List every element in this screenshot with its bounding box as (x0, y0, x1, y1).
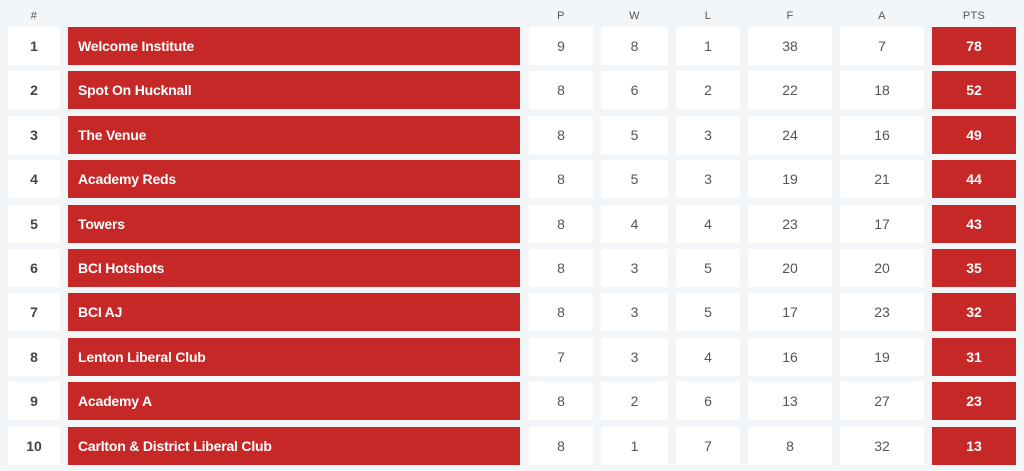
played-cell: 8 (529, 160, 593, 199)
header-lost: L (704, 10, 712, 22)
won-cell: 1 (601, 426, 668, 465)
lost-cell: 5 (676, 249, 740, 287)
against-cell: 17 (840, 204, 924, 243)
played-cell: 8 (529, 382, 593, 421)
table-row: 2 Spot On Hucknall 8 6 2 22 18 52 (0, 71, 1024, 110)
lost-cell: 3 (676, 160, 740, 199)
table-row: 3 The Venue 8 5 3 24 16 49 (0, 115, 1024, 154)
against-cell: 16 (840, 115, 924, 154)
played-cell: 8 (529, 115, 593, 154)
for-cell: 38 (748, 27, 832, 65)
lost-cell: 7 (676, 426, 740, 465)
won-cell: 5 (601, 115, 668, 154)
team-name[interactable]: The Venue (68, 115, 520, 154)
rank-cell: 9 (8, 382, 60, 421)
header-rank: # (30, 10, 38, 22)
lost-cell: 2 (676, 71, 740, 110)
points-cell: 52 (932, 71, 1016, 110)
against-cell: 18 (840, 71, 924, 110)
rank-cell: 2 (8, 71, 60, 110)
rank-cell: 5 (8, 204, 60, 243)
table-row: 4 Academy Reds 8 5 3 19 21 44 (0, 160, 1024, 199)
table-row: 7 BCI AJ 8 3 5 17 23 32 (0, 293, 1024, 332)
lost-cell: 6 (676, 382, 740, 421)
won-cell: 4 (601, 204, 668, 243)
against-cell: 32 (840, 426, 924, 465)
points-cell: 13 (932, 426, 1016, 465)
rank-cell: 8 (8, 337, 60, 376)
header-against: A (878, 10, 886, 22)
team-name[interactable]: Towers (68, 204, 520, 243)
points-cell: 23 (932, 382, 1016, 421)
played-cell: 8 (529, 293, 593, 332)
played-cell: 8 (529, 71, 593, 110)
rank-cell: 1 (8, 27, 60, 65)
table-row: 8 Lenton Liberal Club 7 3 4 16 19 31 (0, 337, 1024, 376)
team-name[interactable]: Welcome Institute (68, 27, 520, 65)
table-row: 1 Welcome Institute 9 8 1 38 7 78 (0, 27, 1024, 65)
played-cell: 8 (529, 204, 593, 243)
for-cell: 20 (748, 249, 832, 287)
for-cell: 8 (748, 426, 832, 465)
for-cell: 23 (748, 204, 832, 243)
points-cell: 49 (932, 115, 1016, 154)
table-row: 9 Academy A 8 2 6 13 27 23 (0, 382, 1024, 421)
won-cell: 5 (601, 160, 668, 199)
team-name[interactable]: Lenton Liberal Club (68, 337, 520, 376)
header-for: F (786, 10, 794, 22)
header-played: P (557, 10, 565, 22)
rank-cell: 3 (8, 115, 60, 154)
won-cell: 6 (601, 71, 668, 110)
for-cell: 17 (748, 293, 832, 332)
rank-cell: 4 (8, 160, 60, 199)
against-cell: 21 (840, 160, 924, 199)
points-cell: 43 (932, 204, 1016, 243)
table-row: 5 Towers 8 4 4 23 17 43 (0, 204, 1024, 243)
against-cell: 19 (840, 337, 924, 376)
points-cell: 78 (932, 27, 1016, 65)
team-name[interactable]: Spot On Hucknall (68, 71, 520, 110)
table-row: 6 BCI Hotshots 8 3 5 20 20 35 (0, 249, 1024, 287)
for-cell: 19 (748, 160, 832, 199)
table-header: # P W L F A PTS (0, 0, 1024, 30)
header-won: W (629, 10, 640, 22)
played-cell: 8 (529, 249, 593, 287)
won-cell: 2 (601, 382, 668, 421)
for-cell: 24 (748, 115, 832, 154)
team-name[interactable]: Academy Reds (68, 160, 520, 199)
against-cell: 27 (840, 382, 924, 421)
team-name[interactable]: BCI AJ (68, 293, 520, 332)
lost-cell: 3 (676, 115, 740, 154)
played-cell: 8 (529, 426, 593, 465)
header-points: PTS (962, 10, 986, 22)
rank-cell: 7 (8, 293, 60, 332)
lost-cell: 4 (676, 204, 740, 243)
played-cell: 7 (529, 337, 593, 376)
lost-cell: 4 (676, 337, 740, 376)
lost-cell: 5 (676, 293, 740, 332)
against-cell: 20 (840, 249, 924, 287)
points-cell: 31 (932, 337, 1016, 376)
points-cell: 44 (932, 160, 1016, 199)
table-row: 10 Carlton & District Liberal Club 8 1 7 8 32 1… (0, 426, 1024, 465)
against-cell: 7 (840, 27, 924, 65)
team-name[interactable]: BCI Hotshots (68, 249, 520, 287)
rank-cell: 10 (8, 426, 60, 465)
played-cell: 9 (529, 27, 593, 65)
team-name[interactable]: Carlton & District Liberal Club (68, 426, 520, 465)
points-cell: 32 (932, 293, 1016, 332)
for-cell: 22 (748, 71, 832, 110)
won-cell: 3 (601, 293, 668, 332)
for-cell: 13 (748, 382, 832, 421)
points-cell: 35 (932, 249, 1016, 287)
rank-cell: 6 (8, 249, 60, 287)
won-cell: 8 (601, 27, 668, 65)
against-cell: 23 (840, 293, 924, 332)
for-cell: 16 (748, 337, 832, 376)
team-name[interactable]: Academy A (68, 382, 520, 421)
won-cell: 3 (601, 249, 668, 287)
lost-cell: 1 (676, 27, 740, 65)
won-cell: 3 (601, 337, 668, 376)
